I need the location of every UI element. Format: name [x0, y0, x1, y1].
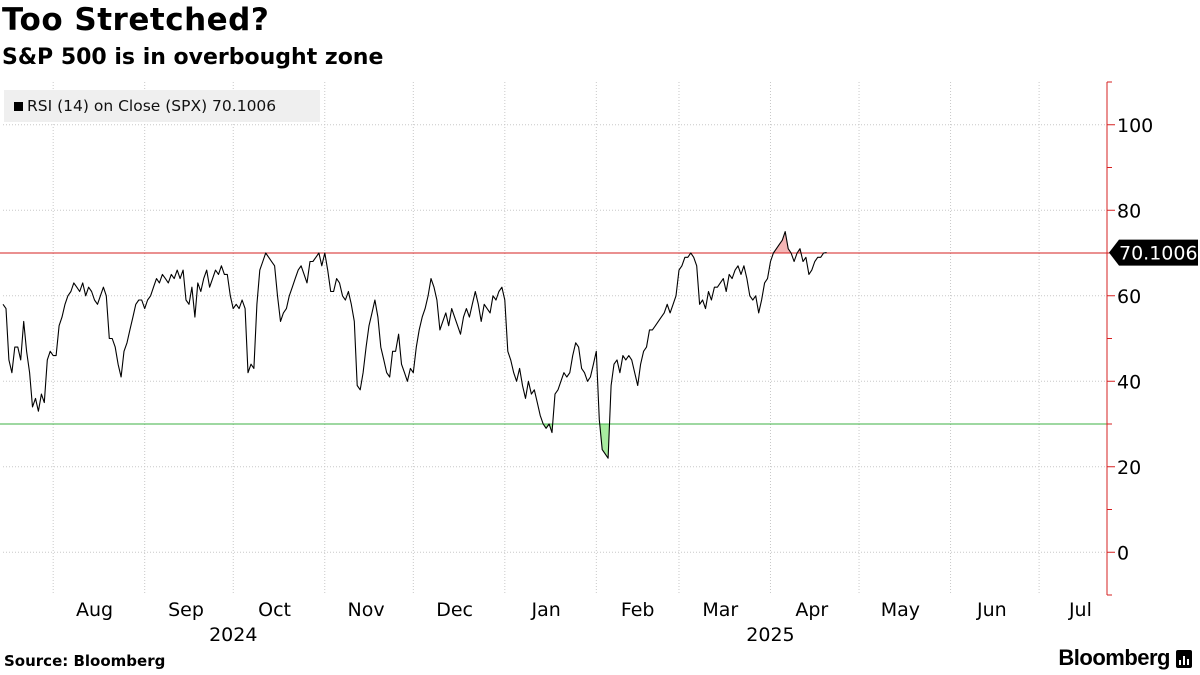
x-tick-label: Jul [1068, 599, 1092, 621]
last-value-label: 70.1006 [1119, 243, 1198, 265]
oversold-fill [599, 424, 610, 459]
last-value-tag [1109, 239, 1198, 266]
bloomberg-bars-icon [1176, 650, 1192, 668]
legend-label: RSI (14) on Close (SPX) 70.1006 [27, 97, 277, 115]
y-tick-label: 100 [1117, 115, 1153, 137]
bloomberg-logo: Bloomberg [1058, 645, 1170, 670]
x-tick-label: Feb [621, 599, 655, 621]
legend-swatch [14, 101, 23, 111]
x-tick-label: Oct [258, 599, 291, 621]
x-tick-label: Apr [795, 599, 828, 621]
x-tick-label: Dec [436, 599, 473, 621]
x-tick-label: Jun [976, 599, 1007, 621]
chart-legend: RSI (14) on Close (SPX) 70.1006 [4, 90, 320, 122]
source-note: Source: Bloomberg [4, 652, 166, 670]
x-tick-label: May [881, 599, 920, 621]
x-tick-label: Nov [348, 599, 385, 621]
chart-title: Too Stretched? [2, 2, 270, 38]
x-tick-label: Aug [76, 599, 113, 621]
y-tick-label: 20 [1117, 457, 1141, 479]
y-tick-label: 60 [1117, 286, 1141, 308]
rsi-series-line [2, 231, 827, 459]
oversold-fill [543, 424, 550, 429]
x-tick-label: Mar [702, 599, 738, 621]
y-tick-label: 0 [1117, 542, 1129, 564]
x-tick-label: Sep [168, 599, 204, 621]
x-year-label: 2025 [746, 624, 794, 646]
y-tick-label: 40 [1117, 371, 1141, 393]
y-tick-label: 80 [1117, 200, 1141, 222]
x-year-label: 2024 [209, 624, 257, 646]
x-tick-label: Jan [530, 599, 560, 621]
chart-subtitle: S&P 500 is in overbought zone [2, 45, 384, 70]
overbought-fill [773, 231, 792, 253]
